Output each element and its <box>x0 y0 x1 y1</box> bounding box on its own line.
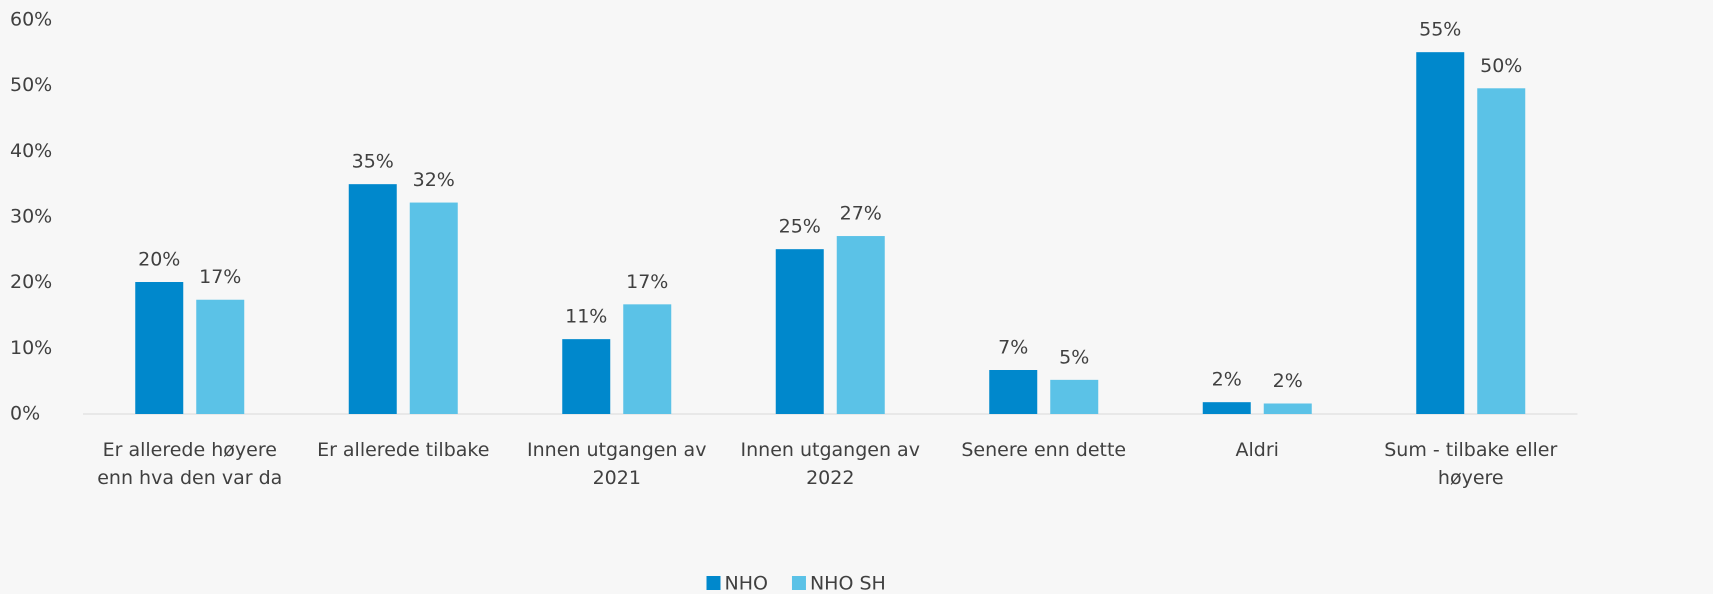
data-label: 25% <box>779 216 821 238</box>
data-label: 17% <box>626 271 668 293</box>
x-tick-label: Sum - tilbake eller høyere <box>1384 439 1558 489</box>
bar <box>196 299 245 414</box>
data-label: 20% <box>138 249 180 271</box>
legend-label: NHO <box>725 573 768 594</box>
legend-swatch <box>706 576 721 590</box>
bar <box>623 304 672 414</box>
x-tick-label: Er allerede tilbake <box>317 439 490 461</box>
data-label: 35% <box>352 151 394 173</box>
bar <box>1477 88 1526 414</box>
legend-swatch <box>791 576 806 590</box>
data-label: 5% <box>1059 346 1089 368</box>
data-label: 7% <box>998 337 1028 359</box>
x-tick-label: Innen utgangen av 2021 <box>527 439 707 489</box>
y-tick-label: 60% <box>10 9 52 31</box>
bar <box>1263 403 1312 414</box>
bar <box>1416 52 1465 414</box>
y-tick-label: 40% <box>10 140 52 162</box>
data-label: 32% <box>413 169 455 191</box>
bar <box>1202 402 1251 414</box>
data-label: 11% <box>565 306 607 328</box>
x-tick-label: Innen utgangen av 2022 <box>740 439 920 489</box>
x-tick-label: Aldri <box>1235 439 1279 461</box>
bar <box>1050 379 1099 414</box>
x-tick-label: Senere enn dette <box>961 439 1127 461</box>
bar <box>836 236 885 414</box>
y-tick-label: 0% <box>10 403 40 425</box>
y-tick-label: 20% <box>10 271 52 293</box>
bar <box>348 184 397 414</box>
data-label: 2% <box>1273 370 1303 392</box>
data-label: 27% <box>840 203 882 225</box>
bar <box>989 370 1038 414</box>
data-label: 2% <box>1212 369 1242 391</box>
bar <box>562 339 611 414</box>
y-tick-label: 30% <box>10 206 52 228</box>
y-tick-label: 10% <box>10 337 52 359</box>
x-tick-label: Er allerede høyere enn hva den var da <box>97 439 283 489</box>
bar <box>409 202 458 414</box>
data-label: 17% <box>199 266 241 288</box>
data-label: 50% <box>1480 55 1522 77</box>
legend-label: NHO SH <box>810 573 886 594</box>
data-label: 55% <box>1419 19 1461 41</box>
bar <box>135 282 184 414</box>
bar <box>775 249 824 414</box>
y-tick-label: 50% <box>10 74 52 96</box>
